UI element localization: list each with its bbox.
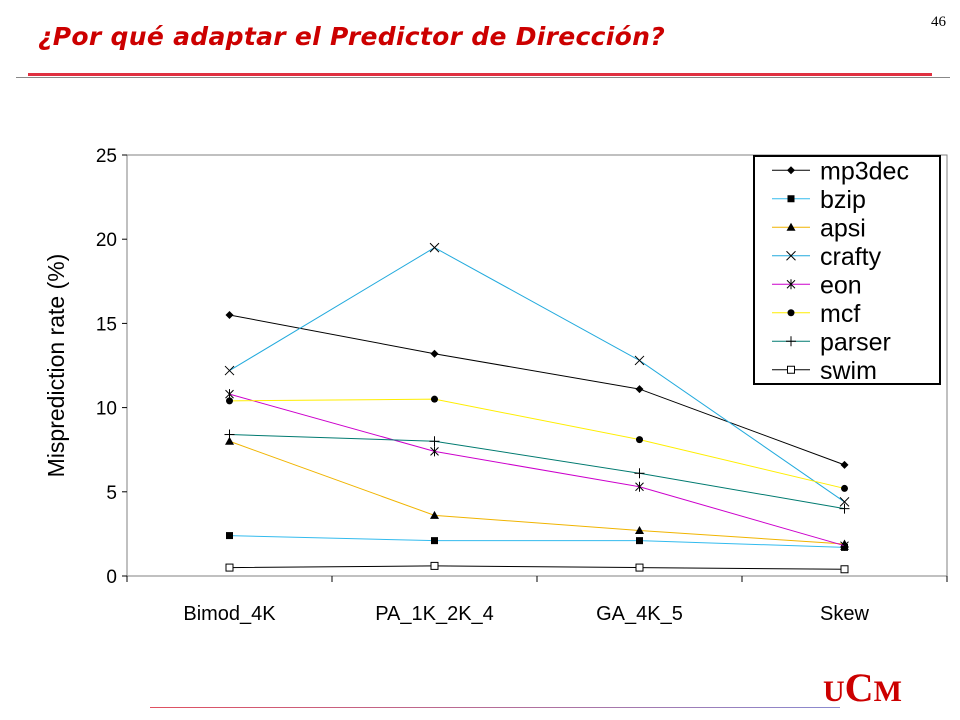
- data-point-parser: [839, 503, 850, 514]
- data-point-parser: [429, 436, 440, 447]
- data-point-eon: [635, 481, 644, 492]
- legend-marker: [786, 222, 796, 231]
- series-line-swim: [229, 565, 845, 570]
- legend-entry-label: crafty: [820, 243, 882, 271]
- data-point-parser: [634, 468, 645, 479]
- data-point-parser: [224, 429, 235, 440]
- legend-entry-label: eon: [820, 271, 862, 299]
- data-point-bzip: [431, 537, 438, 545]
- data-point-swim: [430, 561, 439, 570]
- legend-marker: [786, 250, 796, 261]
- y-tick-label: 25: [96, 146, 117, 167]
- data-point-mp3dec: [430, 349, 439, 358]
- data-point-bzip: [226, 532, 233, 540]
- data-point-crafty: [224, 365, 235, 376]
- y-tick-label: 0: [106, 567, 117, 588]
- data-point-mp3dec: [635, 385, 644, 394]
- series-line-eon: [229, 393, 845, 547]
- legend-box: [753, 155, 941, 385]
- title-underline-red: [28, 73, 932, 76]
- data-point-mcf: [431, 395, 438, 403]
- series-line-apsi: [229, 440, 845, 545]
- data-point-swim: [840, 565, 849, 574]
- data-point-mp3dec: [840, 460, 849, 469]
- footer-rule: [150, 707, 840, 708]
- y-axis-label: Misprediction rate (%): [43, 254, 69, 478]
- title-underline-gray: [16, 77, 950, 78]
- data-point-mcf: [636, 436, 643, 444]
- legend-marker: [787, 195, 795, 203]
- y-tick-label: 20: [96, 230, 117, 251]
- series-line-bzip: [229, 535, 845, 548]
- y-tick-label: 5: [106, 483, 117, 504]
- legend-entry-label: mp3dec: [820, 157, 909, 185]
- series-line-crafty: [229, 247, 845, 503]
- legend-marker: [787, 166, 795, 175]
- x-tick-label: PA_1K_2K_4: [375, 603, 494, 625]
- data-point-apsi: [635, 526, 644, 535]
- y-tick-label: 10: [96, 399, 117, 420]
- legend-entry-label: mcf: [820, 300, 860, 328]
- series-line-parser: [229, 434, 845, 510]
- data-point-crafty: [429, 242, 440, 253]
- data-point-mcf: [226, 397, 233, 405]
- logo-letter-m: M: [873, 675, 902, 708]
- ucm-logo: UCM: [823, 664, 902, 711]
- data-point-crafty: [839, 497, 850, 507]
- legend-marker: [786, 279, 796, 290]
- page-number: 46: [931, 14, 946, 30]
- data-point-crafty: [634, 355, 645, 366]
- data-point-bzip: [636, 537, 643, 545]
- legend-entry-label: parser: [820, 328, 891, 356]
- data-point-swim: [635, 563, 644, 572]
- y-tick-label: 15: [96, 314, 117, 335]
- legend-marker: [786, 336, 796, 347]
- legend-marker: [787, 309, 795, 317]
- legend-entry-label: apsi: [820, 214, 866, 242]
- logo-letter-c: C: [844, 665, 874, 710]
- x-tick-label: Skew: [820, 603, 869, 625]
- data-point-apsi: [225, 436, 234, 445]
- data-point-eon: [430, 446, 439, 457]
- logo-letter-u: U: [823, 675, 845, 708]
- data-point-mp3dec: [225, 310, 234, 319]
- data-point-eon: [840, 540, 849, 551]
- series-line-mp3dec: [229, 314, 845, 466]
- x-tick-label: GA_4K_5: [596, 603, 683, 625]
- legend-entry-label: swim: [820, 357, 877, 385]
- data-point-swim: [225, 563, 234, 572]
- data-point-apsi: [430, 510, 439, 519]
- x-tick-label: Bimod_4K: [183, 603, 276, 625]
- legend-entry-label: bzip: [820, 186, 866, 214]
- slide-title: ¿Por qué adaptar el Predictor de Direcci…: [38, 22, 666, 51]
- legend-marker: [787, 365, 795, 374]
- data-point-mcf: [841, 484, 848, 492]
- series-line-mcf: [229, 398, 845, 489]
